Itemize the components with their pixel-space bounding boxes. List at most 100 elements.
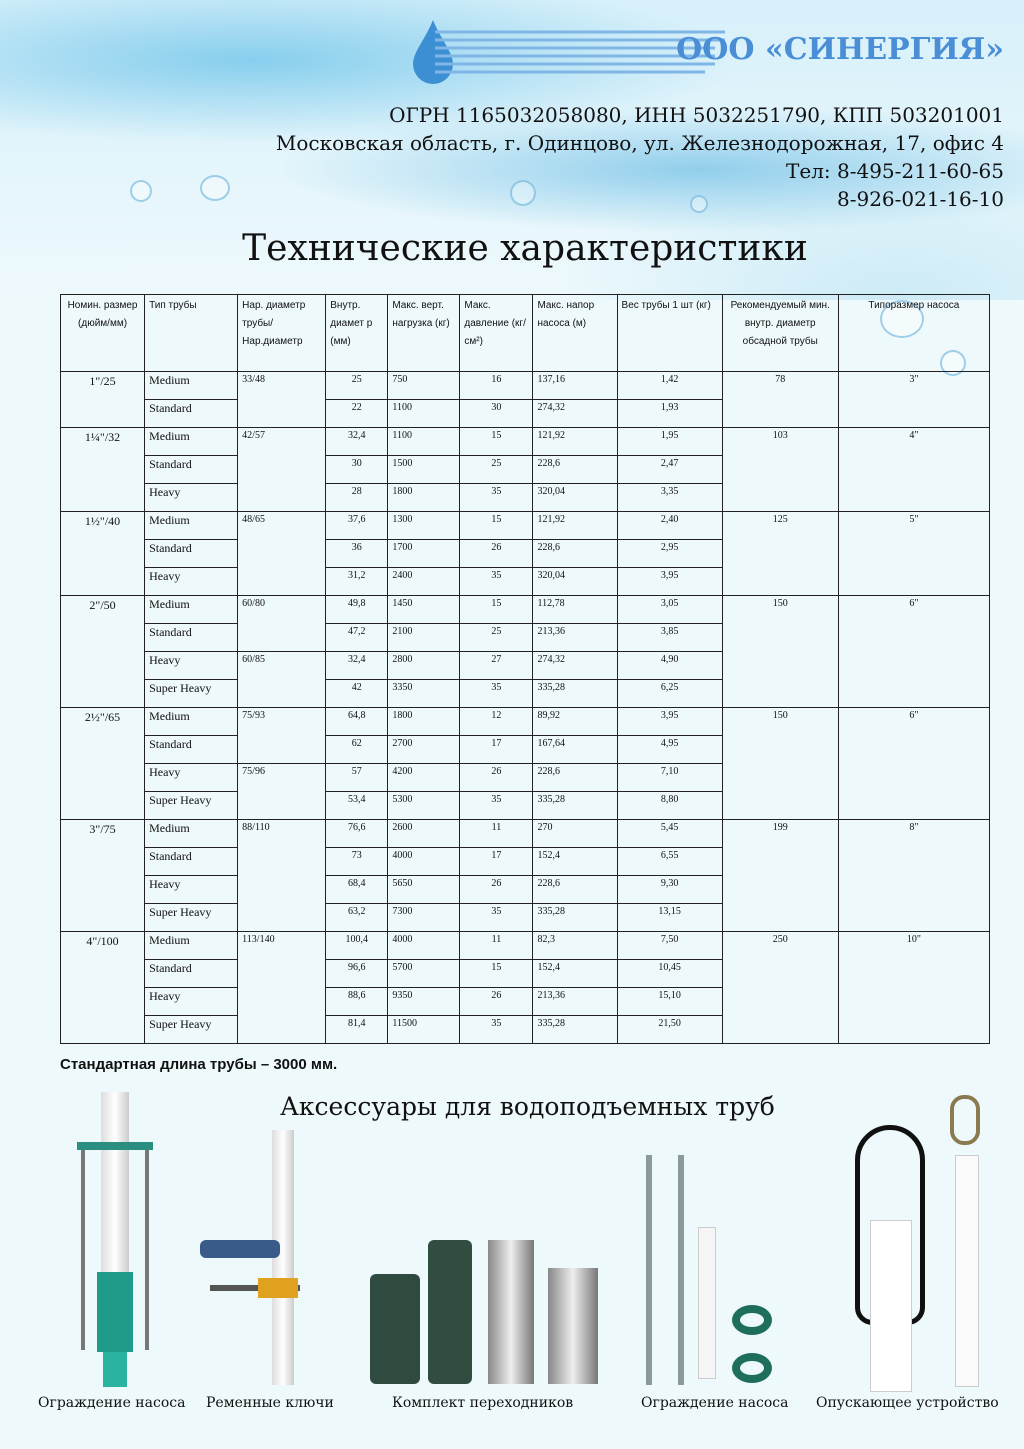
max-pressure-cell: 27 <box>459 651 534 680</box>
max-head-cell: 152,4 <box>532 959 618 988</box>
max-head-cell: 320,04 <box>532 567 618 596</box>
casing-diameter-cell: 78 <box>721 371 839 428</box>
inner-diameter-cell: 64,8 <box>325 707 389 736</box>
pipe-type-cell: Super Heavy <box>144 1015 239 1044</box>
outer-diameter-cell: 75/96 <box>237 763 327 820</box>
outer-diameter-cell: 60/80 <box>237 595 327 652</box>
table-row: 4"/100 Medium 113/140 100,4 4000 11 82,3 7,50 25… <box>59 931 991 1044</box>
max-load-cell: 2100 <box>387 623 461 652</box>
table-row: 1½"/40 Medium 48/65 37,6 1300 15 121,92 2,40 125… <box>59 511 991 596</box>
casing-diameter-cell: 199 <box>721 819 839 932</box>
pipe-type-cell: Standard <box>144 623 239 652</box>
max-load-cell: 2400 <box>387 567 461 596</box>
nominal-size-cell: 2½"/65 <box>59 707 146 820</box>
table-row: 1¼"/32 Medium 42/57 32,4 1100 15 121,92 1,95 103… <box>59 427 991 512</box>
max-load-cell: 3350 <box>387 679 461 708</box>
nominal-size-cell: 1½"/40 <box>59 511 146 596</box>
table-row: Super Heavy 42 3350 35 335,28 6,25 <box>61 679 990 708</box>
weight-cell: 3,85 <box>616 623 723 652</box>
max-pressure-cell: 12 <box>459 707 534 736</box>
pipe-type-cell: Standard <box>144 399 239 428</box>
max-head-cell: 213,36 <box>532 623 618 652</box>
column-header: Макс. верт. нагрузка (кг) <box>387 294 461 372</box>
accessories-title: Аксессуары для водоподъемных труб <box>280 1092 775 1121</box>
weight-cell: 3,05 <box>616 595 723 624</box>
phone-1: Тел: 8-495-211-60-65 <box>786 159 1004 183</box>
pipe-type-cell: Medium <box>144 707 239 736</box>
max-load-cell: 4000 <box>387 847 461 876</box>
outer-diameter-cell: 42/57 <box>237 427 327 512</box>
casing-diameter-cell: 125 <box>721 511 839 596</box>
pump-guard-rods-image <box>640 1155 785 1390</box>
nominal-size-cell: 1"/25 <box>59 371 146 428</box>
max-load-cell: 5300 <box>387 791 461 820</box>
weight-cell: 8,80 <box>616 791 723 820</box>
inner-diameter-cell: 96,6 <box>325 959 389 988</box>
inner-diameter-cell: 31,2 <box>325 567 389 596</box>
max-load-cell: 4200 <box>387 763 461 792</box>
pump-size-cell: 8" <box>837 819 991 932</box>
bubble-decoration <box>690 195 708 213</box>
max-load-cell: 4000 <box>387 931 461 960</box>
max-pressure-cell: 26 <box>459 987 534 1016</box>
pipe-type-cell: Standard <box>144 959 239 988</box>
inner-diameter-cell: 76,6 <box>325 819 389 848</box>
pipe-type-cell: Medium <box>144 819 239 848</box>
spec-table: Номин. размер (дюйм/мм) Тип трубы Нар. диа… <box>59 294 991 1044</box>
max-load-cell: 2700 <box>387 735 461 764</box>
max-head-cell: 213,36 <box>532 987 618 1016</box>
inner-diameter-cell: 63,2 <box>325 903 389 932</box>
inner-diameter-cell: 32,4 <box>325 427 389 456</box>
accessory-label: Опускающее устройство <box>816 1395 999 1411</box>
weight-cell: 7,50 <box>616 931 723 960</box>
bubble-decoration <box>200 175 230 201</box>
outer-diameter-cell: 48/65 <box>237 511 327 596</box>
table-row: 3"/75 Medium 88/110 76,6 2600 11 270 5,45 199 8" <box>59 819 991 932</box>
weight-cell: 21,50 <box>616 1015 723 1044</box>
max-pressure-cell: 11 <box>459 819 534 848</box>
address: Московская область, г. Одинцово, ул. Жел… <box>275 131 1004 155</box>
pipe-type-cell: Standard <box>144 847 239 876</box>
max-pressure-cell: 15 <box>459 427 534 456</box>
max-head-cell: 274,32 <box>532 399 618 428</box>
nominal-size-cell: 3"/75 <box>59 819 146 932</box>
max-pressure-cell: 16 <box>459 371 534 400</box>
weight-cell: 1,95 <box>616 427 723 456</box>
weight-cell: 3,95 <box>616 707 723 736</box>
max-head-cell: 152,4 <box>532 847 618 876</box>
casing-diameter-cell: 150 <box>721 595 839 708</box>
pump-size-cell: 4" <box>837 427 991 512</box>
max-pressure-cell: 35 <box>459 1015 534 1044</box>
inner-diameter-cell: 32,4 <box>325 651 389 680</box>
outer-diameter-cell: 60/85 <box>237 651 327 708</box>
pump-size-cell: 3" <box>837 371 991 428</box>
max-pressure-cell: 25 <box>459 623 534 652</box>
max-head-cell: 274,32 <box>532 651 618 680</box>
max-pressure-cell: 35 <box>459 791 534 820</box>
table-row: Heavy 31,2 2400 35 320,04 3,95 <box>61 567 990 596</box>
pump-size-cell: 6" <box>837 595 991 708</box>
bubble-decoration <box>510 180 536 206</box>
max-load-cell: 9350 <box>387 987 461 1016</box>
max-load-cell: 1800 <box>387 483 461 512</box>
max-load-cell: 5650 <box>387 875 461 904</box>
max-head-cell: 320,04 <box>532 483 618 512</box>
max-load-cell: 1300 <box>387 511 461 540</box>
weight-cell: 2,40 <box>616 511 723 540</box>
pipe-type-cell: Standard <box>144 539 239 568</box>
pipe-type-cell: Heavy <box>144 875 239 904</box>
max-head-cell: 228,6 <box>532 539 618 568</box>
weight-cell: 6,55 <box>616 847 723 876</box>
max-head-cell: 121,92 <box>532 427 618 456</box>
bubble-decoration <box>130 180 152 202</box>
inner-diameter-cell: 42 <box>325 679 389 708</box>
max-pressure-cell: 26 <box>459 539 534 568</box>
phone-2: 8-926-021-16-10 <box>836 187 1004 211</box>
max-load-cell: 1500 <box>387 455 461 484</box>
pump-size-cell: 6" <box>837 707 991 820</box>
max-pressure-cell: 26 <box>459 875 534 904</box>
max-head-cell: 89,92 <box>532 707 618 736</box>
column-header: Тип трубы <box>144 294 239 372</box>
nominal-size-cell: 4"/100 <box>59 931 146 1044</box>
casing-diameter-cell: 250 <box>721 931 839 1044</box>
